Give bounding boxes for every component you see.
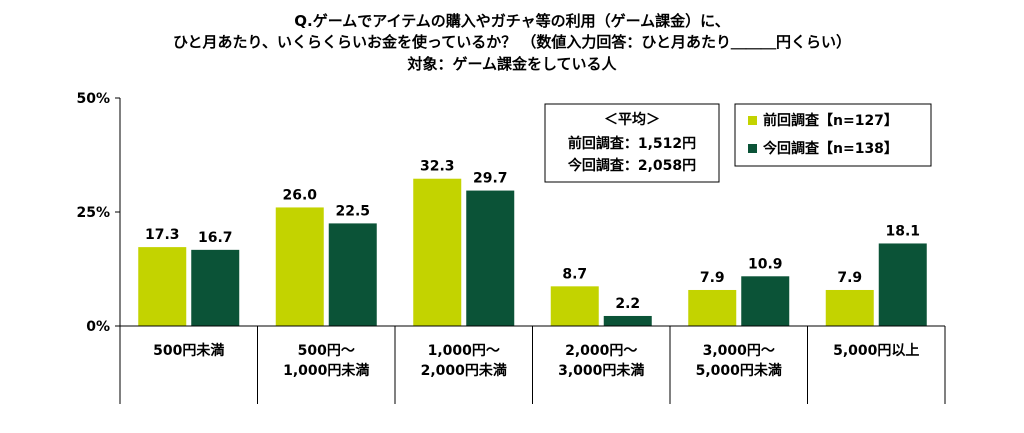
y-tick-label: 0% [86,319,110,335]
legend-swatch-current [748,144,757,153]
average-heading: ＜平均＞ [604,111,660,128]
chart-title-line-2: ひと月あたり、いくらくらいお金を使っているか？ （数値入力回答：ひと月あたり＿＿… [173,33,851,51]
value-label-current-2: 29.7 [473,171,508,187]
bar-previous-4 [688,289,737,326]
chart-title-line-3: 対象：ゲーム課金をしている人 [407,55,617,73]
value-label-previous-3: 8.7 [562,266,587,282]
value-label-previous-4: 7.9 [700,270,725,286]
value-label-current-1: 22.5 [335,203,370,219]
y-tick-label: 25% [76,205,110,221]
bar-current-0 [191,249,240,326]
value-label-previous-2: 32.3 [420,159,455,175]
bar-current-1 [328,223,377,326]
bar-previous-2 [413,178,462,326]
legend-label-current: 今回調査【n=138】 [762,140,898,157]
chart-title-line-1: Q.ゲームでアイテムの購入やガチャ等の利用（ゲーム課金）に、 [294,12,730,30]
category-label-2: 1,000円～ 2,000円未満 [421,343,507,379]
category-label-5: 5,000円以上 [833,343,919,359]
average-box: ＜平均＞ 前回調査：1,512円 今回調査：2,058円 [544,103,720,183]
bar-current-4 [741,276,790,326]
y-tick-label: 50% [76,91,110,107]
legend: 前回調査【n=127】 今回調査【n=138】 [734,103,932,167]
bar-previous-5 [825,289,874,326]
bar-current-2 [466,190,515,326]
value-label-current-5: 18.1 [885,223,920,239]
average-current: 今回調査：2,058円 [567,157,696,174]
average-previous: 前回調査：1,512円 [568,135,696,152]
category-label-3: 2,000円～ 3,000円未満 [558,343,644,379]
bar-previous-0 [138,247,187,326]
bar-current-3 [603,315,652,326]
bar-previous-3 [550,286,599,326]
category-label-1: 500円～ 1,000円未満 [283,343,369,379]
value-label-current-0: 16.7 [198,230,233,246]
category-label-0: 500円未満 [153,342,224,359]
value-label-previous-5: 7.9 [837,270,862,286]
bar-previous-1 [275,207,324,326]
bar-current-5 [878,243,927,326]
value-label-previous-1: 26.0 [282,187,317,203]
legend-swatch-previous [748,116,757,125]
value-label-current-3: 2.2 [615,296,640,312]
value-label-previous-0: 17.3 [145,227,180,243]
legend-label-previous: 前回調査【n=127】 [763,112,898,129]
category-label-4: 3,000円～ 5,000円未満 [696,343,782,379]
value-label-current-4: 10.9 [748,256,783,272]
